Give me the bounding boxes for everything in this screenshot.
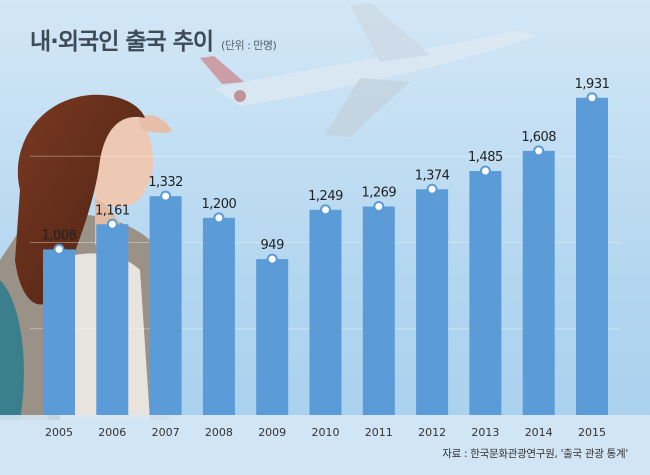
value-label-2010: 1,249 — [308, 189, 343, 204]
bar-2012 — [416, 189, 449, 415]
bar-2014 — [522, 150, 555, 416]
x-tick-label-2015: 2015 — [578, 426, 606, 439]
bar-2006 — [96, 224, 129, 415]
point-marker-2012 — [426, 183, 438, 195]
axis-band — [0, 415, 650, 475]
unit-label: (단위 : 만명) — [221, 39, 277, 52]
woman-photo — [0, 94, 172, 420]
value-label-2014: 1,608 — [521, 130, 556, 145]
value-label-2011: 1,269 — [361, 186, 396, 201]
bar-2005 — [43, 249, 75, 415]
bar-2011 — [362, 206, 395, 415]
value-label-2005: 1,008 — [42, 228, 77, 243]
x-tick-label-2007: 2007 — [152, 426, 180, 439]
x-tick-label-2014: 2014 — [525, 426, 553, 439]
value-label-2007: 1,332 — [148, 175, 183, 190]
x-tick-label-2011: 2011 — [365, 426, 393, 439]
x-tick-label-2012: 2012 — [418, 426, 446, 439]
value-label-2013: 1,485 — [468, 150, 503, 165]
bar-2010 — [309, 209, 342, 415]
bar-2013 — [469, 171, 502, 415]
title-block: 내·외국인 출국 추이 (단위 : 만명) — [30, 22, 277, 56]
x-tick-label-2009: 2009 — [258, 426, 286, 439]
point-marker-2010 — [320, 204, 331, 216]
bars-layer — [43, 97, 608, 416]
x-tick-label-2010: 2010 — [312, 426, 340, 439]
point-marker-2005 — [53, 243, 65, 255]
x-tick-label-2008: 2008 — [205, 426, 233, 439]
point-marker-2009 — [266, 253, 278, 265]
bar-2015 — [576, 97, 608, 415]
x-tick-label-2013: 2013 — [471, 426, 499, 439]
point-marker-2008 — [213, 212, 225, 224]
x-tick-label-2005: 2005 — [45, 426, 73, 439]
point-marker-2013 — [479, 165, 491, 177]
value-label-2012: 1,374 — [415, 168, 450, 183]
value-label-2008: 1,200 — [202, 197, 237, 212]
airplane-image — [200, 3, 536, 137]
point-marker-2011 — [373, 201, 385, 213]
value-label-2015: 1,931 — [575, 77, 610, 92]
labels-layer: 1,008 2005 1,161 2006 1,332 2007 1,200 2008 949 2… — [42, 77, 610, 439]
chart-title: 내·외국인 출국 추이 — [30, 29, 214, 55]
value-label-2009: 949 — [261, 238, 285, 253]
bar-2009 — [256, 259, 289, 415]
x-tick-label-2006: 2006 — [98, 426, 126, 439]
bar-2007 — [149, 196, 182, 415]
value-label-2006: 1,161 — [95, 203, 130, 218]
point-marker-2007 — [160, 190, 172, 202]
point-marker-2015 — [586, 92, 598, 104]
bar-2008 — [202, 217, 235, 415]
source-note: 자료 : 한국문화관광연구원, '출국 관광 통계' — [442, 448, 628, 460]
point-marker-2014 — [533, 145, 545, 157]
point-marker-2006 — [106, 218, 118, 230]
